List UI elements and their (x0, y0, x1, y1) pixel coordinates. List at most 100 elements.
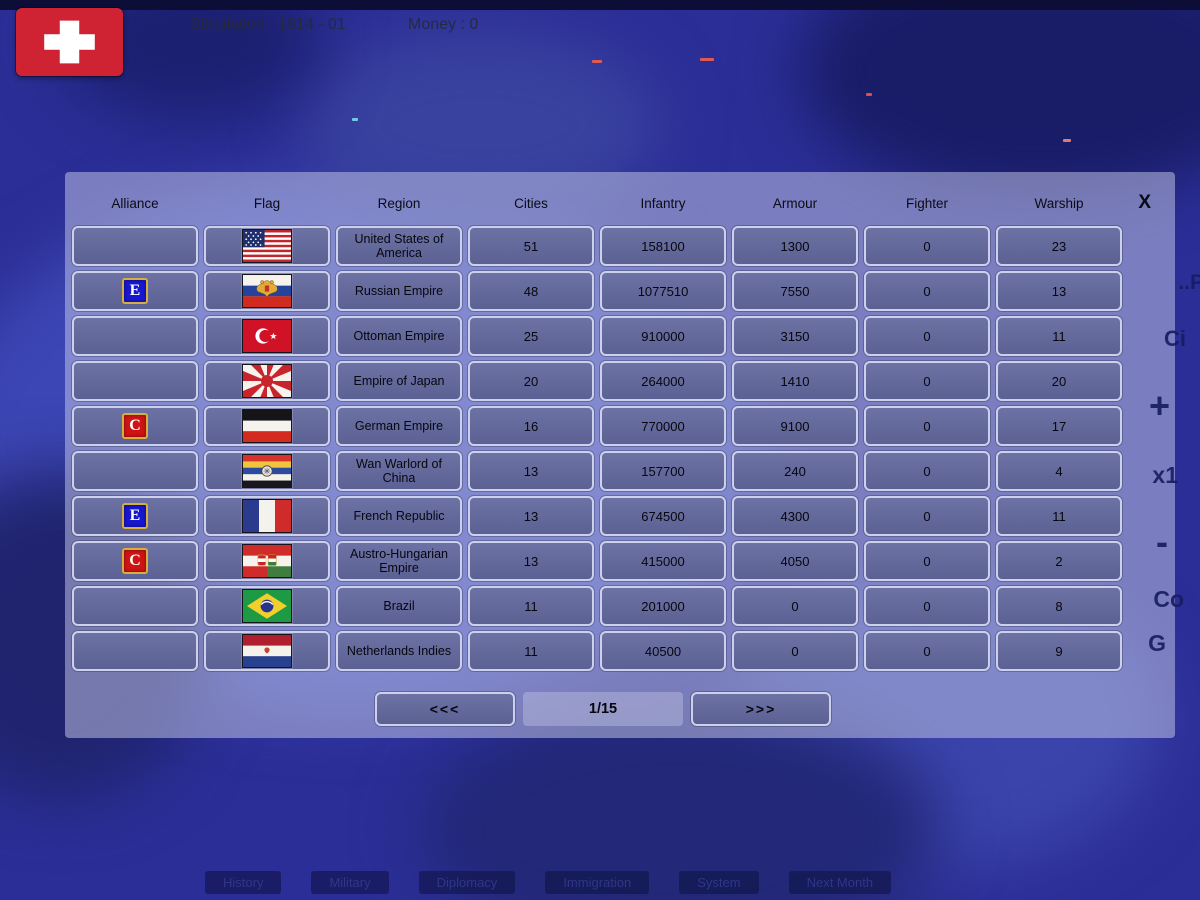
alliance-cell[interactable]: C (72, 541, 198, 581)
side-button-p[interactable]: ..P (1178, 271, 1200, 294)
armour-cell[interactable]: 4050 (732, 541, 858, 581)
fighter-cell[interactable]: 0 (864, 406, 990, 446)
cities-cell[interactable]: 48 (468, 271, 594, 311)
menu-diplomacy[interactable]: Diplomacy (418, 871, 516, 894)
fighter-cell[interactable]: 0 (864, 271, 990, 311)
fighter-cell[interactable]: 0 (864, 541, 990, 581)
fighter-cell[interactable]: 0 (864, 226, 990, 266)
warship-cell[interactable]: 2 (996, 541, 1122, 581)
flag-cell[interactable] (204, 406, 330, 446)
fighter-cell[interactable]: 0 (864, 586, 990, 626)
region-cell[interactable]: Netherlands Indies (336, 631, 462, 671)
alliance-cell[interactable]: E (72, 271, 198, 311)
infantry-cell[interactable]: 415000 (600, 541, 726, 581)
alliance-cell[interactable]: C (72, 406, 198, 446)
cities-cell[interactable]: 25 (468, 316, 594, 356)
flag-cell[interactable] (204, 496, 330, 536)
region-cell[interactable]: Wan Warlord of China (336, 451, 462, 491)
player-flag-button[interactable] (16, 8, 123, 76)
menu-military[interactable]: Military (311, 871, 389, 894)
cities-cell[interactable]: 11 (468, 631, 594, 671)
cities-cell[interactable]: 11 (468, 586, 594, 626)
zoom-scale-button[interactable]: x1 (1152, 462, 1178, 488)
region-cell[interactable]: Austro-Hungarian Empire (336, 541, 462, 581)
armour-cell[interactable]: 4300 (732, 496, 858, 536)
german-empire-flag-icon (242, 409, 292, 443)
alliance-cell[interactable] (72, 316, 198, 356)
warship-cell[interactable]: 8 (996, 586, 1122, 626)
region-cell[interactable]: Brazil (336, 586, 462, 626)
warship-cell[interactable]: 4 (996, 451, 1122, 491)
alliance-cell[interactable] (72, 226, 198, 266)
cities-cell[interactable]: 51 (468, 226, 594, 266)
infantry-cell[interactable]: 158100 (600, 226, 726, 266)
warship-cell[interactable]: 9 (996, 631, 1122, 671)
armour-cell[interactable]: 1410 (732, 361, 858, 401)
armour-cell[interactable]: 7550 (732, 271, 858, 311)
warship-cell[interactable]: 13 (996, 271, 1122, 311)
infantry-cell[interactable]: 264000 (600, 361, 726, 401)
infantry-cell[interactable]: 157700 (600, 451, 726, 491)
flag-cell[interactable] (204, 586, 330, 626)
infantry-cell[interactable]: 201000 (600, 586, 726, 626)
cities-value: 11 (524, 643, 538, 659)
alliance-cell[interactable] (72, 361, 198, 401)
flag-cell[interactable] (204, 541, 330, 581)
flag-cell[interactable] (204, 361, 330, 401)
zoom-in-button[interactable]: + (1148, 385, 1170, 426)
region-cell[interactable]: Empire of Japan (336, 361, 462, 401)
region-cell[interactable]: Russian Empire (336, 271, 462, 311)
cities-cell[interactable]: 20 (468, 361, 594, 401)
warship-cell[interactable]: 17 (996, 406, 1122, 446)
region-cell[interactable]: United States of America (336, 226, 462, 266)
fighter-cell[interactable]: 0 (864, 316, 990, 356)
armour-cell[interactable]: 240 (732, 451, 858, 491)
alliance-cell[interactable] (72, 586, 198, 626)
alliance-cell[interactable] (72, 631, 198, 671)
armour-value: 240 (784, 463, 806, 479)
side-button-g[interactable]: G (1148, 630, 1166, 656)
flag-cell[interactable] (204, 271, 330, 311)
armour-cell[interactable]: 0 (732, 586, 858, 626)
region-cell[interactable]: French Republic (336, 496, 462, 536)
alliance-cell[interactable]: E (72, 496, 198, 536)
prev-page-button[interactable]: <<< (375, 692, 515, 726)
region-cell[interactable]: Ottoman Empire (336, 316, 462, 356)
armour-cell[interactable]: 3150 (732, 316, 858, 356)
region-cell[interactable]: German Empire (336, 406, 462, 446)
infantry-cell[interactable]: 770000 (600, 406, 726, 446)
armour-cell[interactable]: 0 (732, 631, 858, 671)
menu-immigration[interactable]: Immigration (545, 871, 650, 894)
cities-cell[interactable]: 13 (468, 451, 594, 491)
next-page-button[interactable]: >>> (691, 692, 831, 726)
warship-cell[interactable]: 23 (996, 226, 1122, 266)
warship-cell[interactable]: 11 (996, 496, 1122, 536)
flag-cell[interactable] (204, 316, 330, 356)
side-button-ci[interactable]: Ci (1164, 326, 1186, 351)
infantry-cell[interactable]: 674500 (600, 496, 726, 536)
warship-cell[interactable]: 11 (996, 316, 1122, 356)
fighter-cell[interactable]: 0 (864, 496, 990, 536)
menu-system[interactable]: System (679, 871, 759, 894)
fighter-cell[interactable]: 0 (864, 361, 990, 401)
menu-history[interactable]: History (205, 871, 282, 894)
armour-cell[interactable]: 1300 (732, 226, 858, 266)
infantry-cell[interactable]: 910000 (600, 316, 726, 356)
cities-cell[interactable]: 13 (468, 541, 594, 581)
flag-cell[interactable] (204, 226, 330, 266)
cities-cell[interactable]: 16 (468, 406, 594, 446)
armour-cell[interactable]: 9100 (732, 406, 858, 446)
zoom-out-button[interactable]: - (1156, 521, 1168, 562)
flag-cell[interactable] (204, 631, 330, 671)
alliance-cell[interactable] (72, 451, 198, 491)
fighter-cell[interactable]: 0 (864, 451, 990, 491)
flag-cell[interactable] (204, 451, 330, 491)
next-month-button[interactable]: Next Month (788, 871, 892, 894)
cities-cell[interactable]: 13 (468, 496, 594, 536)
fighter-cell[interactable]: 0 (864, 631, 990, 671)
infantry-cell[interactable]: 40500 (600, 631, 726, 671)
infantry-cell[interactable]: 1077510 (600, 271, 726, 311)
close-button[interactable]: X (1132, 190, 1157, 216)
warship-cell[interactable]: 20 (996, 361, 1122, 401)
side-button-co[interactable]: Co (1153, 586, 1184, 612)
